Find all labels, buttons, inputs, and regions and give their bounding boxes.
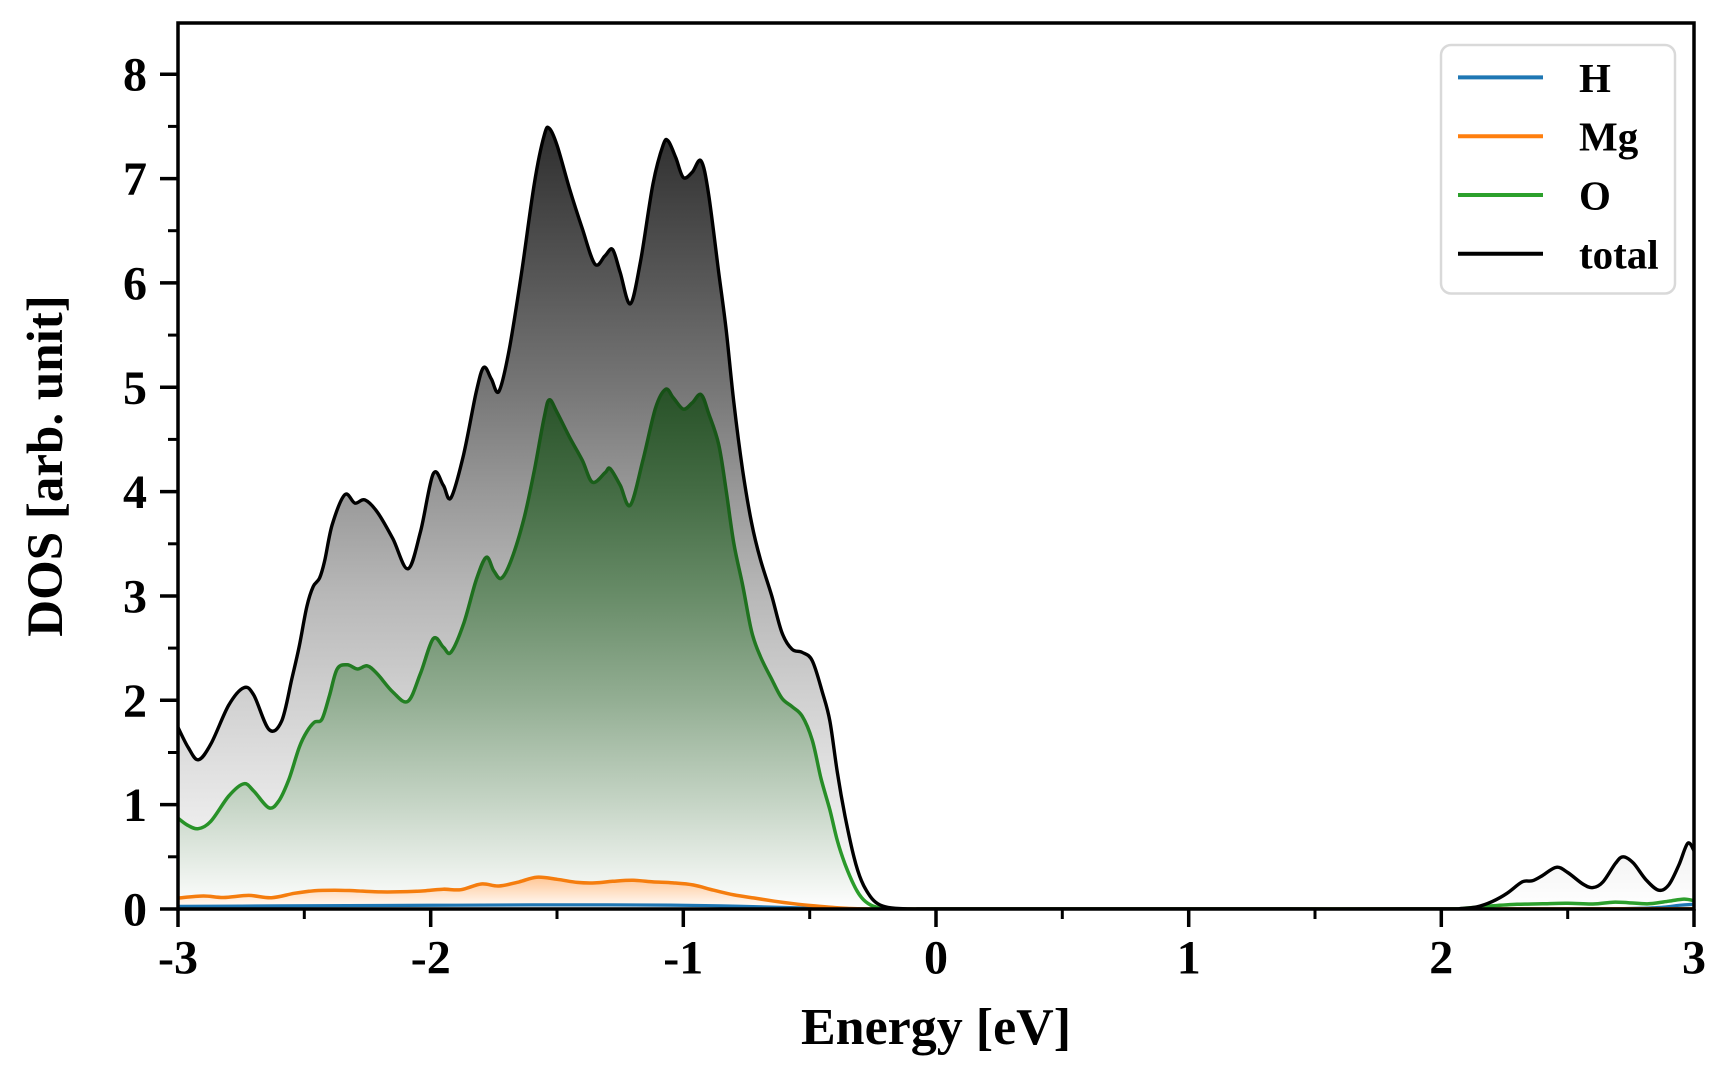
svg-text:DOS [arb. unit]: DOS [arb. unit] bbox=[18, 295, 74, 636]
svg-text:O: O bbox=[1579, 173, 1611, 219]
svg-text:1: 1 bbox=[123, 779, 147, 832]
svg-text:0: 0 bbox=[924, 932, 948, 985]
svg-text:-1: -1 bbox=[663, 932, 703, 985]
svg-text:2: 2 bbox=[123, 675, 147, 728]
svg-text:6: 6 bbox=[123, 257, 147, 310]
svg-text:8: 8 bbox=[123, 49, 147, 102]
svg-text:-3: -3 bbox=[158, 932, 198, 985]
svg-text:5: 5 bbox=[123, 362, 147, 415]
svg-text:Mg: Mg bbox=[1579, 114, 1639, 160]
svg-text:total: total bbox=[1579, 231, 1659, 277]
svg-text:2: 2 bbox=[1429, 932, 1453, 985]
svg-text:Energy [eV]: Energy [eV] bbox=[801, 999, 1071, 1056]
svg-text:0: 0 bbox=[123, 884, 147, 937]
svg-text:3: 3 bbox=[123, 571, 147, 624]
svg-text:4: 4 bbox=[123, 466, 147, 519]
svg-text:7: 7 bbox=[123, 153, 147, 206]
svg-text:1: 1 bbox=[1177, 932, 1201, 985]
svg-text:3: 3 bbox=[1682, 932, 1706, 985]
svg-text:H: H bbox=[1579, 55, 1611, 101]
svg-text:-2: -2 bbox=[411, 932, 451, 985]
